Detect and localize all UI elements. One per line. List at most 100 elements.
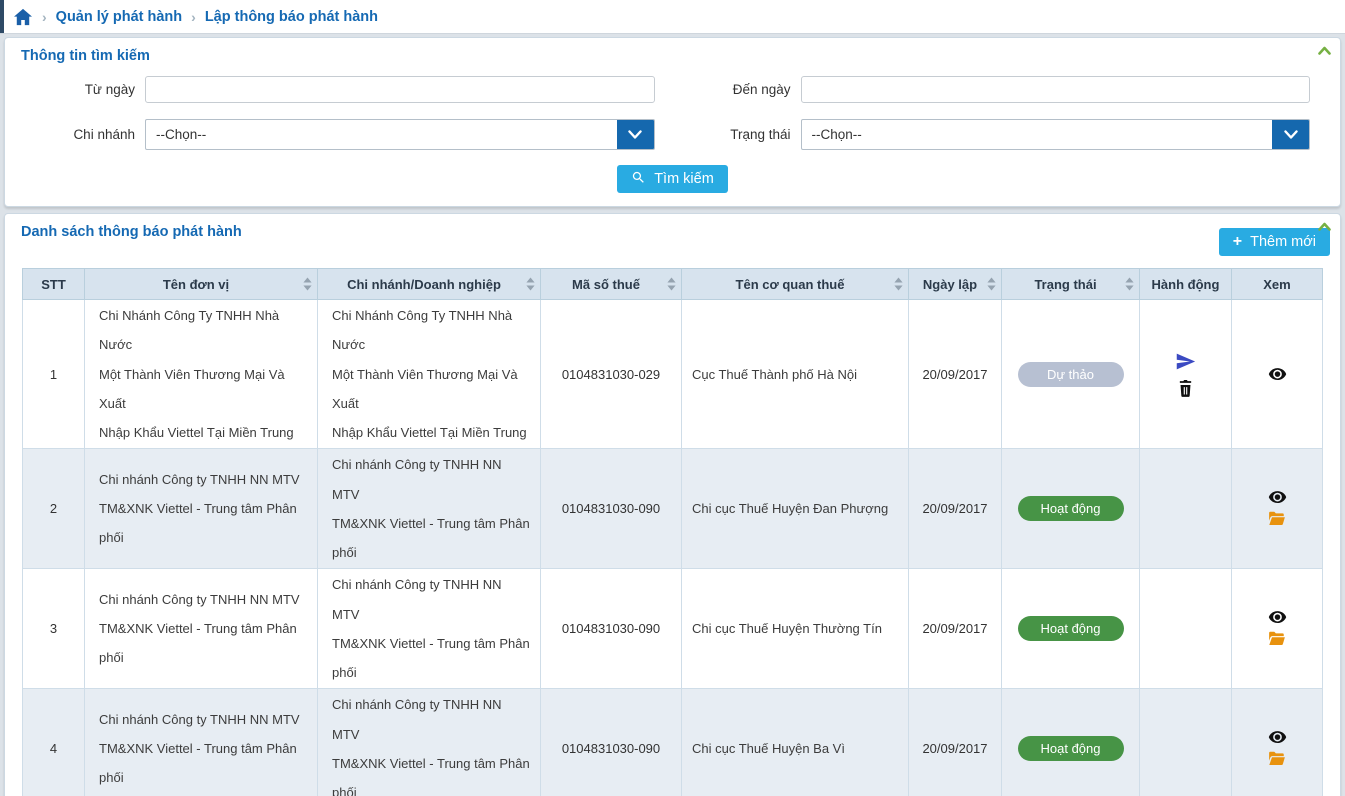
- status-badge: Dự thảo: [1017, 361, 1124, 387]
- collapse-up-icon[interactable]: [1318, 46, 1331, 55]
- breadcrumb-separator-icon: ›: [42, 8, 47, 25]
- branch-select[interactable]: --Chọn--: [145, 119, 655, 150]
- table-header-row: STT Tên đơn vị Chi nhánh/Doanh nghiệp Mã số…: [22, 268, 1323, 300]
- eye-icon[interactable]: [1268, 367, 1287, 381]
- cell-actions: [1139, 448, 1232, 570]
- to-date-field: Đến ngày: [691, 76, 1310, 103]
- column-header: Xem: [1231, 268, 1323, 300]
- column-header: STT: [22, 268, 85, 300]
- cell-tax-code: 0104831030-090: [540, 568, 682, 690]
- column-header[interactable]: Tên cơ quan thuế: [681, 268, 909, 300]
- search-icon: [631, 170, 646, 189]
- chevron-down-icon[interactable]: [1272, 120, 1309, 149]
- column-header[interactable]: Chi nhánh/Doanh nghiệp: [317, 268, 541, 300]
- cell-stt: 2: [22, 448, 85, 570]
- breadcrumb: › Quản lý phát hành › Lập thông báo phát…: [0, 0, 1345, 34]
- cell-branch-name: Chi nhánh Công ty TNHH NN MTV TM&XNK Vie…: [332, 697, 530, 796]
- cell-stt: 4: [22, 688, 85, 796]
- column-header-label: Mã số thuế: [572, 276, 640, 292]
- branch-label: Chi nhánh: [73, 127, 135, 142]
- branch-select-value: --Chọn--: [156, 127, 207, 142]
- table-body: 1 Chi Nhánh Công Ty TNHH Nhà Nước Một Thà…: [22, 298, 1323, 796]
- cell-actions: [1139, 298, 1232, 450]
- cell-view: [1231, 298, 1323, 450]
- add-new-button[interactable]: + Thêm mới: [1218, 228, 1330, 256]
- open-folder-icon[interactable]: [1268, 631, 1286, 646]
- cell-view: [1231, 688, 1323, 796]
- sort-icon[interactable]: [1125, 277, 1134, 291]
- open-folder-icon[interactable]: [1268, 511, 1286, 526]
- cell-branch-name: Chi Nhánh Công Ty TNHH Nhà Nước Một Thàn…: [332, 308, 527, 440]
- status-badge: Hoạt động: [1017, 736, 1124, 762]
- to-date-label: Đến ngày: [732, 82, 791, 97]
- breadcrumb-item-lap-thong-bao[interactable]: Lập thông báo phát hành: [204, 8, 378, 25]
- collapse-up-icon[interactable]: [1318, 222, 1331, 231]
- column-header-label: Tên đơn vị: [162, 276, 230, 292]
- cell-date: 20/09/2017: [908, 448, 1002, 570]
- home-icon[interactable]: [13, 8, 33, 26]
- chevron-down-icon[interactable]: [616, 120, 654, 149]
- cell-branch-name: Chi nhánh Công ty TNHH NN MTV TM&XNK Vie…: [332, 457, 530, 560]
- search-panel-title: Thông tin tìm kiếm: [21, 48, 150, 64]
- cell-unit-name: Chi Nhánh Công Ty TNHH Nhà Nước Một Thàn…: [99, 308, 294, 440]
- status-select[interactable]: --Chọn--: [800, 119, 1310, 150]
- list-panel-title: Danh sách thông báo phát hành: [21, 224, 242, 240]
- status-field: Trạng thái --Chọn--: [691, 119, 1310, 150]
- send-icon[interactable]: [1175, 351, 1196, 372]
- cell-date: 20/09/2017: [908, 568, 1002, 690]
- eye-icon[interactable]: [1268, 611, 1287, 624]
- column-header-label: Trạng thái: [1034, 276, 1097, 292]
- table-row: 2 Chi nhánh Công ty TNHH NN MTV TM&XNK Vi…: [22, 448, 1323, 570]
- sort-icon[interactable]: [303, 277, 312, 291]
- column-header-label: Ngày lập: [922, 276, 978, 292]
- plus-icon: +: [1232, 233, 1243, 250]
- cell-tax-office: Chi cục Thuế Huyện Ba Vì: [692, 741, 845, 757]
- sort-icon[interactable]: [987, 277, 996, 291]
- search-form: Từ ngày Đến ngày Chi nhánh --Chọn-- Trạn…: [5, 66, 1340, 150]
- column-header[interactable]: Ngày lập: [908, 268, 1002, 300]
- from-date-input[interactable]: [145, 76, 655, 103]
- cell-stt: 1: [22, 298, 85, 450]
- sort-icon[interactable]: [667, 277, 676, 291]
- cell-branch-name: Chi nhánh Công ty TNHH NN MTV TM&XNK Vie…: [332, 577, 530, 680]
- table-row: 4 Chi nhánh Công ty TNHH NN MTV TM&XNK Vi…: [22, 688, 1323, 796]
- column-header-label: Chi nhánh/Doanh nghiệp: [347, 276, 501, 292]
- add-new-button-label: Thêm mới: [1250, 234, 1316, 250]
- open-folder-icon[interactable]: [1268, 751, 1286, 766]
- cell-tax-code: 0104831030-029: [540, 298, 682, 450]
- cell-tax-office: Cục Thuế Thành phố Hà Nội: [692, 366, 858, 382]
- column-header-label: Tên cơ quan thuế: [735, 276, 845, 292]
- breadcrumb-item-quan-ly-phat-hanh[interactable]: Quản lý phát hành: [55, 8, 183, 25]
- search-button-label: Tìm kiếm: [654, 171, 714, 187]
- column-header-label: Xem: [1263, 276, 1291, 292]
- cell-actions: [1139, 688, 1232, 796]
- cell-tax-office: Chi cục Thuế Huyện Thường Tín: [692, 621, 882, 637]
- cell-stt: 3: [22, 568, 85, 690]
- table-row: 1 Chi Nhánh Công Ty TNHH Nhà Nước Một Thà…: [22, 298, 1323, 450]
- column-header[interactable]: Trạng thái: [1001, 268, 1140, 300]
- eye-icon[interactable]: [1268, 491, 1287, 504]
- from-date-label: Từ ngày: [84, 82, 135, 97]
- search-panel: Thông tin tìm kiếm Từ ngày Đến ngày Chi …: [4, 37, 1341, 207]
- sort-icon[interactable]: [894, 277, 903, 291]
- from-date-field: Từ ngày: [35, 76, 655, 103]
- eye-icon[interactable]: [1268, 731, 1287, 744]
- status-badge: Hoạt động: [1017, 616, 1124, 642]
- sort-icon[interactable]: [526, 277, 535, 291]
- list-panel: Danh sách thông báo phát hành + Thêm mới…: [4, 213, 1341, 796]
- breadcrumb-separator-icon: ›: [191, 8, 196, 25]
- cell-tax-office: Chi cục Thuế Huyện Đan Phượng: [692, 501, 889, 517]
- cell-unit-name: Chi nhánh Công ty TNHH NN MTV TM&XNK Vie…: [99, 711, 300, 786]
- cell-view: [1231, 448, 1323, 570]
- search-button[interactable]: Tìm kiếm: [617, 165, 728, 193]
- trash-icon[interactable]: [1177, 379, 1194, 398]
- to-date-input[interactable]: [800, 76, 1310, 103]
- column-header[interactable]: Mã số thuế: [540, 268, 682, 300]
- column-header: Hành động: [1139, 268, 1232, 300]
- cell-tax-code: 0104831030-090: [540, 688, 682, 796]
- column-header[interactable]: Tên đơn vị: [84, 268, 318, 300]
- cell-unit-name: Chi nhánh Công ty TNHH NN MTV TM&XNK Vie…: [99, 471, 300, 546]
- cell-date: 20/09/2017: [908, 688, 1002, 796]
- cell-unit-name: Chi nhánh Công ty TNHH NN MTV TM&XNK Vie…: [99, 591, 300, 666]
- cell-view: [1231, 568, 1323, 690]
